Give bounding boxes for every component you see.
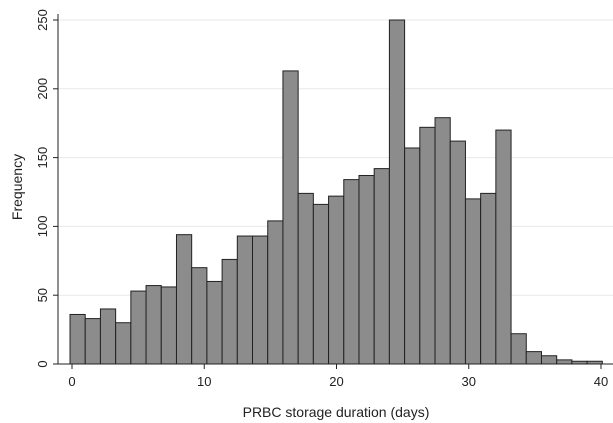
y-tick-label: 100 [35, 216, 50, 238]
x-tick-label: 10 [197, 374, 211, 389]
histogram-bar [328, 195, 345, 365]
y-tick-label: 50 [35, 288, 50, 302]
histogram-bar [84, 318, 101, 365]
y-tick-label: 0 [35, 360, 50, 367]
histogram-bar [206, 280, 223, 365]
histogram-bar [191, 267, 208, 365]
x-ticks: 0 10 20 30 40 [68, 364, 608, 389]
x-tick-label: 20 [329, 374, 343, 389]
histogram-bar [145, 285, 162, 365]
x-tick-label: 40 [594, 374, 608, 389]
histogram-bar [267, 220, 284, 365]
x-axis-title: PRBC storage duration (days) [243, 404, 430, 420]
histogram-bar [525, 351, 542, 365]
histogram-bar [373, 168, 390, 365]
histogram-bar [282, 70, 299, 365]
histogram-bar [419, 126, 436, 365]
y-ticks: 0 50 100 150 200 250 [35, 9, 58, 368]
histogram-bar [69, 313, 86, 365]
histogram-bar [510, 333, 527, 365]
histogram-bar [312, 203, 330, 365]
y-tick-label: 250 [35, 9, 50, 31]
x-tick-label: 30 [462, 374, 476, 389]
histogram-bar [99, 308, 117, 365]
y-tick-label: 150 [35, 147, 50, 169]
histogram-bar [252, 235, 269, 365]
histogram-bar [236, 235, 254, 365]
histogram-bar [388, 19, 406, 365]
histogram-bar [404, 147, 421, 365]
bars [69, 19, 603, 365]
histogram-bar [221, 258, 238, 365]
gridlines [58, 19, 613, 296]
y-axis-title: Frequency [9, 154, 25, 220]
histogram-bar [297, 192, 314, 365]
histogram-bar [358, 174, 375, 365]
histogram-bar [540, 355, 558, 365]
histogram-bar [495, 129, 512, 365]
histogram-bar [175, 234, 193, 365]
y-tick-label: 200 [35, 78, 50, 100]
histogram-bar [556, 359, 573, 365]
histogram-bar [115, 322, 132, 365]
histogram-bar [343, 179, 360, 365]
x-tick-label: 0 [68, 374, 75, 389]
histogram-bar [434, 117, 451, 365]
histogram-bar [464, 198, 482, 365]
histogram-bar [130, 290, 147, 365]
histogram-bar [480, 192, 497, 365]
histogram-bar [449, 140, 466, 365]
histogram-bar [160, 286, 177, 365]
